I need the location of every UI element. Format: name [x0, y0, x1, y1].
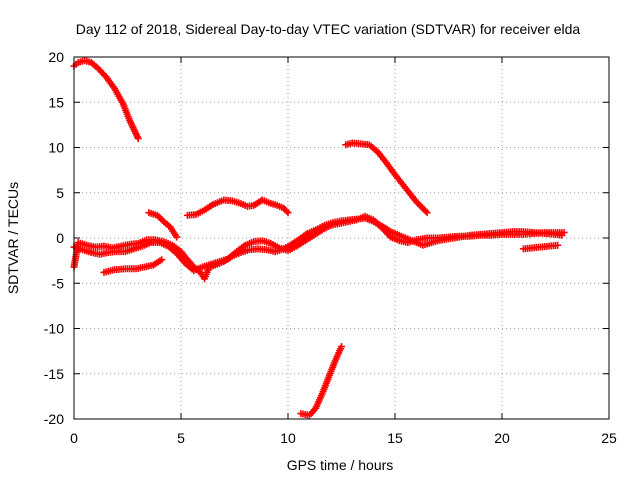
grid: [74, 57, 609, 419]
x-tick-label: 25: [601, 430, 617, 446]
y-tick-label: -15: [44, 366, 64, 382]
data-point: [248, 239, 256, 247]
data-point: [317, 227, 325, 235]
data-point: [235, 199, 243, 207]
x-axis-label: GPS time / hours: [287, 457, 394, 473]
data-point: [423, 240, 431, 248]
series-arc-1: [70, 57, 142, 142]
data-point: [385, 232, 393, 240]
data-point: [213, 258, 221, 266]
data-point: [198, 207, 206, 215]
series-arc-2: [145, 209, 181, 241]
data-point: [333, 220, 341, 228]
data-point: [190, 211, 198, 219]
data-point: [248, 202, 256, 210]
data-point: [302, 231, 310, 239]
data-point: [196, 264, 204, 272]
data-point: [222, 255, 230, 263]
series-arc-3: [183, 196, 292, 219]
data-point: [363, 141, 371, 149]
data-point: [109, 83, 117, 91]
data-point: [317, 392, 325, 400]
series-arc-4: [342, 139, 431, 217]
y-tick-label: -20: [44, 411, 64, 427]
y-tick-label: 5: [56, 185, 64, 201]
data-point: [138, 263, 146, 271]
data-point: [342, 218, 350, 226]
data-point: [330, 359, 338, 367]
y-tick-label: -10: [44, 321, 64, 337]
data-point: [85, 58, 93, 66]
data-point: [156, 257, 164, 265]
series-arc-9: [519, 241, 562, 253]
data-point: [239, 243, 247, 251]
y-tick-label: 0: [56, 230, 64, 246]
data-point: [118, 98, 126, 106]
data-point: [265, 239, 273, 247]
y-tick-label: 20: [48, 49, 64, 65]
data-point: [325, 222, 333, 230]
x-tick-label: 10: [280, 430, 296, 446]
data-point: [128, 246, 136, 254]
y-tick-label: 15: [48, 94, 64, 110]
data-point: [283, 207, 291, 215]
data-point: [81, 241, 89, 249]
data-point: [273, 243, 281, 251]
data-point: [558, 229, 566, 237]
data-layer: [70, 57, 568, 419]
data-point: [367, 215, 375, 223]
data-point: [278, 203, 286, 211]
y-axis-label: SDTVAR / TECUs: [5, 182, 21, 294]
y-tick-label: 10: [48, 140, 64, 156]
ticks: [73, 56, 610, 420]
data-point: [337, 345, 345, 353]
series-arc-8: [70, 212, 568, 275]
data-point: [76, 245, 84, 253]
x-tick-label: 5: [177, 430, 185, 446]
data-point: [226, 197, 234, 205]
data-point: [162, 241, 170, 249]
data-point: [125, 114, 133, 122]
data-point: [372, 147, 380, 155]
data-point: [376, 222, 384, 230]
data-point: [384, 230, 392, 238]
data-point: [350, 216, 358, 224]
data-point: [290, 243, 298, 251]
data-point: [324, 375, 332, 383]
chart-title: Day 112 of 2018, Sidereal Day-to-day VTE…: [76, 21, 581, 37]
series-arc-6: [100, 256, 166, 276]
data-point: [243, 246, 251, 254]
data-point: [171, 231, 179, 239]
data-point: [99, 70, 107, 78]
x-tick-label: 15: [387, 430, 403, 446]
data-point: [145, 239, 153, 247]
data-point: [552, 241, 559, 249]
series-arc-5: [297, 343, 345, 419]
y-tick-label: -5: [52, 275, 65, 291]
data-point: [410, 236, 418, 244]
data-point: [153, 239, 161, 247]
data-point: [205, 261, 213, 269]
data-point: [310, 406, 318, 414]
data-point: [281, 206, 289, 214]
data-point: [393, 236, 401, 244]
tick-labels: 0 5 10 15 20 25 -20 -15 -10 -5 0 5 10 15 20: [44, 49, 617, 446]
x-tick-label: 20: [494, 430, 510, 446]
data-point: [136, 243, 144, 251]
data-point: [271, 201, 279, 209]
data-point: [422, 207, 430, 215]
data-point: [133, 133, 141, 141]
data-point: [151, 211, 159, 219]
data-point: [263, 198, 271, 206]
x-tick-label: 0: [70, 430, 78, 446]
data-point: [207, 202, 215, 210]
data-point: [303, 411, 311, 419]
data-point: [85, 248, 93, 256]
data-point: [147, 262, 155, 270]
